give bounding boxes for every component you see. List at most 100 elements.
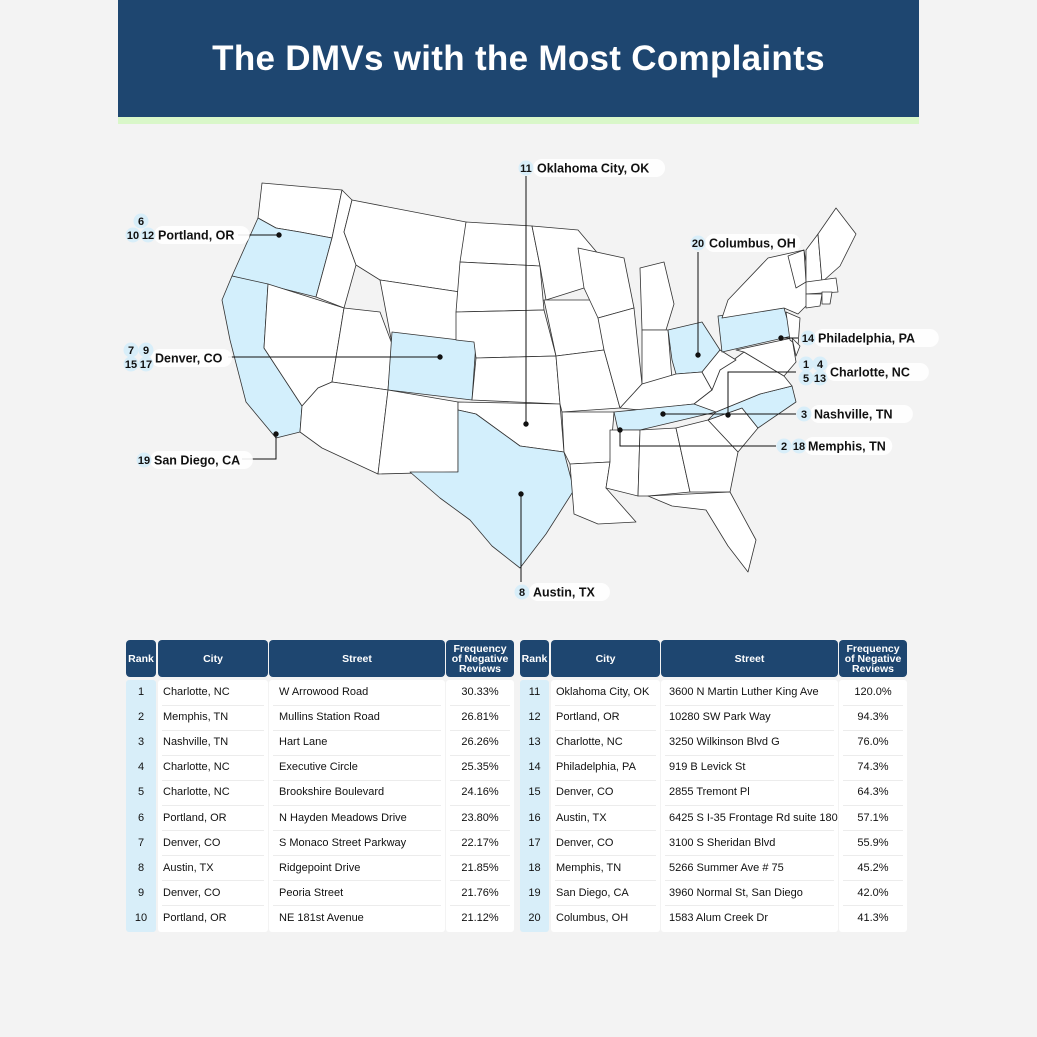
cell-freq: 22.17%: [461, 836, 499, 849]
state-florida: [647, 491, 757, 573]
row-divider: [843, 805, 903, 806]
table-row: 17 Denver, CO 3100 S Sheridan Blvd 55.9%: [520, 831, 907, 856]
state-shapes: [221, 182, 857, 573]
row-divider: [843, 855, 903, 857]
cell-rank: 14: [528, 761, 541, 774]
rank-badge: [798, 370, 814, 386]
state-kansas: [471, 355, 561, 405]
cell-rank: 18: [528, 861, 541, 874]
state-alabama: [637, 427, 691, 497]
row-divider: [162, 704, 264, 706]
row-divider: [843, 779, 903, 781]
table-row: 18 Memphis, TN 5266 Summer Ave # 75 45.2%: [520, 856, 907, 881]
cell-city: Charlotte, NC: [556, 736, 623, 749]
rank-badge-number: 1: [803, 359, 809, 371]
state-new-mexico: [377, 389, 459, 475]
location-dot-san-diego-ca: [273, 431, 279, 437]
rank-badge: [791, 438, 807, 454]
column-bg-rank: [126, 680, 156, 932]
cell-street: N Hayden Meadows Drive: [279, 811, 407, 824]
cell-street: S Monaco Street Parkway: [279, 836, 407, 849]
callout-city-label: Portland, OR: [158, 229, 234, 243]
row-divider: [450, 830, 510, 832]
callout-austin-tx: Austin, TX 8: [514, 583, 610, 601]
table-row: 13 Charlotte, NC 3250 Wilkinson Blvd G 76.0…: [520, 730, 907, 755]
rank-badge-number: 11: [520, 163, 532, 175]
callout-label-bg: [154, 226, 250, 244]
cell-city: Charlotte, NC: [163, 686, 230, 698]
table-row: 15 Denver, CO 2855 Tremont Pl 64.3%: [520, 780, 907, 805]
cell-street: 3960 Normal St, San Diego: [669, 886, 803, 899]
cell-freq: 64.3%: [857, 786, 889, 799]
cell-city: Portland, OR: [163, 911, 227, 924]
row-divider: [273, 880, 441, 882]
cell-street: Hart Lane: [279, 736, 328, 749]
cell-city: Oklahoma City, OK: [556, 686, 650, 698]
leader-line-charlotte-nc: [727, 371, 796, 415]
row-divider: [450, 880, 510, 882]
rank-badge: [812, 370, 828, 386]
callout-columbus-oh: Columbus, OH 20: [690, 234, 801, 252]
row-divider: [450, 779, 510, 781]
column-bg-city: [551, 680, 660, 932]
rank-badge-number: 8: [519, 587, 525, 599]
cell-city: Austin, TX: [556, 811, 607, 824]
cell-street: Ridgepoint Drive: [279, 861, 361, 874]
row-divider: [843, 704, 903, 706]
cell-rank: 17: [528, 836, 541, 849]
rank-badge-number: 13: [814, 373, 826, 385]
cell-freq: 55.9%: [857, 836, 889, 849]
cell-rank: 6: [137, 811, 145, 824]
cell-rank: 11: [528, 686, 541, 698]
row-divider: [665, 830, 834, 832]
rank-badge: [138, 356, 154, 372]
callout-city-label: Nashville, TN: [814, 408, 893, 422]
row-divider: [162, 754, 264, 756]
rank-badge-number: 9: [143, 345, 149, 357]
cell-rank: 9: [137, 886, 145, 899]
rank-badge: [123, 342, 139, 358]
table-row: 6 Portland, OR N Hayden Meadows Drive 23.80…: [126, 806, 514, 831]
row-divider: [162, 805, 264, 806]
rank-badge: [800, 330, 816, 346]
cell-freq: 74.3%: [857, 761, 889, 774]
cell-city: Denver, CO: [163, 886, 221, 899]
cell-street: 3600 N Martin Luther King Ave: [669, 686, 819, 698]
cell-city: Charlotte, NC: [163, 786, 230, 799]
cell-freq: 25.35%: [461, 761, 499, 774]
callout-city-label: Austin, TX: [533, 586, 595, 600]
cell-rank: 7: [137, 836, 145, 849]
cell-city: San Diego, CA: [556, 886, 629, 899]
cell-street: Mullins Station Road: [279, 711, 380, 724]
row-divider: [555, 905, 656, 907]
state-maine: [817, 207, 857, 283]
cell-rank: 3: [137, 736, 145, 749]
callout-city-label: Oklahoma City, OK: [537, 162, 649, 176]
table-row: 9 Denver, CO Peoria Street 21.76%: [126, 881, 514, 906]
column-bg-street: [661, 680, 838, 932]
location-dot-columbus-oh: [695, 352, 701, 358]
callout-denver-co: Denver, CO 7 9 15 17: [123, 342, 232, 372]
cell-rank: 5: [137, 786, 145, 799]
column-bg-freq: [839, 680, 907, 932]
leader-line-memphis-tn: [619, 430, 776, 447]
row-divider: [450, 905, 510, 907]
title-accent-stripe: [118, 117, 919, 124]
table-row: 1 Charlotte, NC W Arrowood Road 30.33%: [126, 680, 514, 705]
row-divider: [843, 880, 903, 882]
row-divider: [273, 754, 441, 756]
cell-freq: 57.1%: [857, 811, 889, 824]
cell-city: Denver, CO: [556, 836, 614, 849]
rank-badge-number: 20: [692, 238, 704, 250]
table-row: 2 Memphis, TN Mullins Station Road 26.81%: [126, 705, 514, 730]
column-bg-rank: [520, 680, 549, 932]
cell-street: 10280 SW Park Way: [669, 711, 771, 724]
callout-label-bg: [533, 159, 666, 177]
rank-badge-number: 10: [127, 230, 139, 242]
table-row: 3 Nashville, TN Hart Lane 26.26%: [126, 730, 514, 755]
table-row: 20 Columbus, OH 1583 Alum Creek Dr 41.3%: [520, 906, 907, 931]
state-north-dakota: [459, 221, 541, 267]
location-dot-portland-or: [276, 232, 282, 238]
rank-badge-number: 18: [793, 441, 805, 453]
row-divider: [555, 855, 656, 857]
